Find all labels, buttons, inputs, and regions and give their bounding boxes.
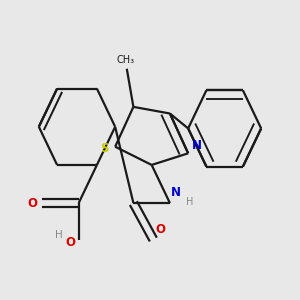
Text: H: H: [55, 230, 63, 240]
Text: CH₃: CH₃: [116, 56, 134, 65]
Text: N: N: [191, 139, 202, 152]
Text: S: S: [100, 142, 109, 155]
Text: H: H: [186, 197, 193, 207]
Text: O: O: [65, 236, 75, 249]
Text: O: O: [27, 196, 37, 210]
Text: O: O: [155, 223, 165, 236]
Text: N: N: [171, 186, 181, 199]
